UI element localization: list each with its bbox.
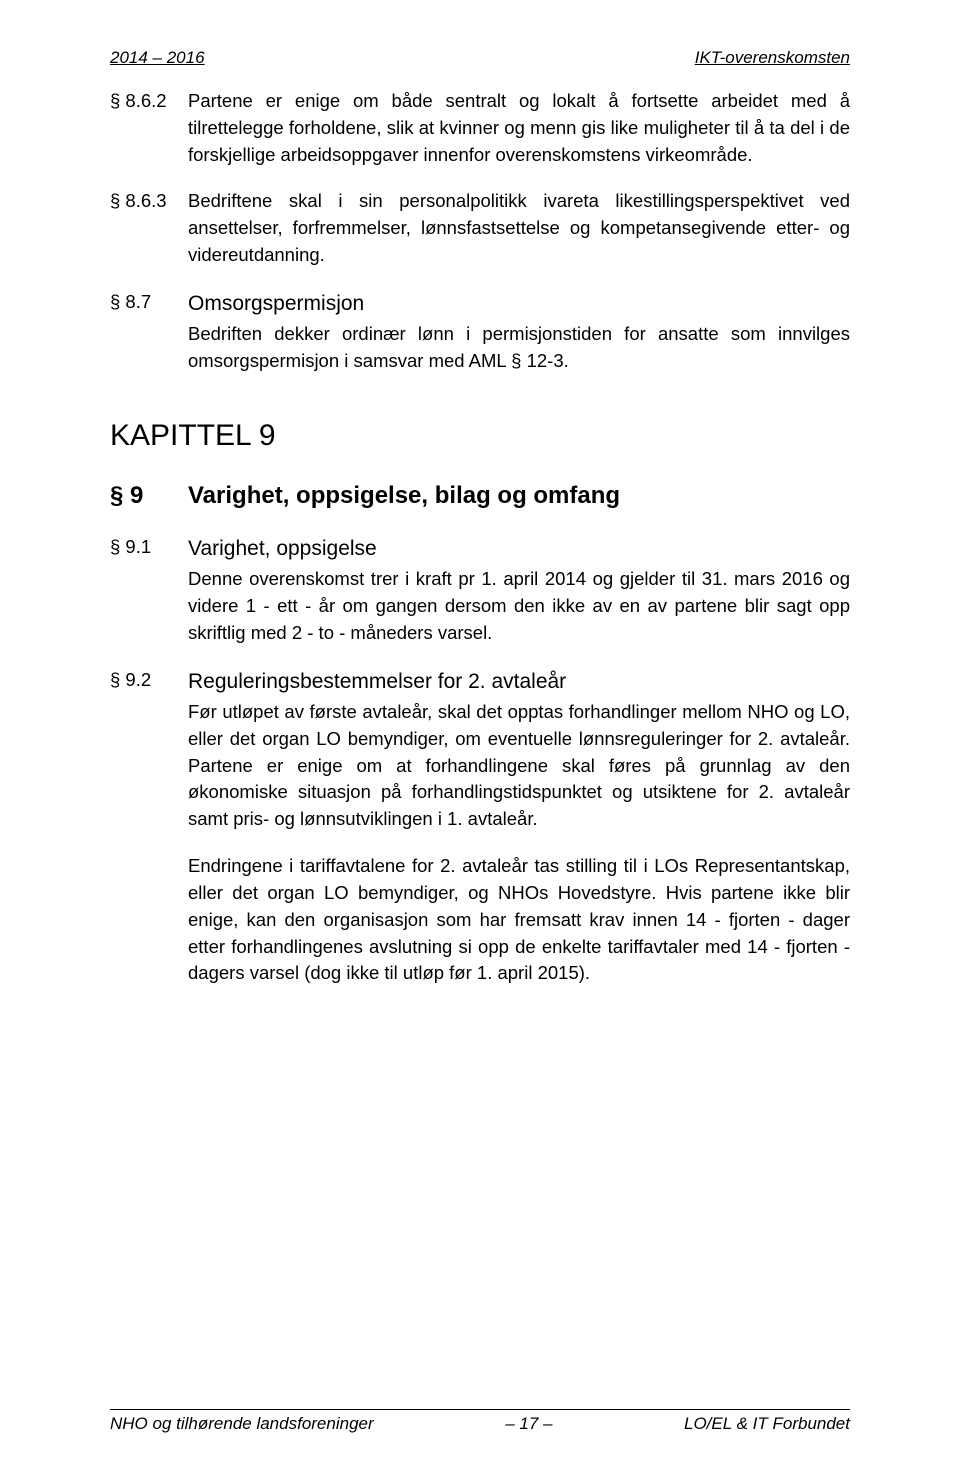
section-body: Reguleringsbestemmelser for 2. avtaleår …: [188, 667, 850, 834]
header-left: 2014 – 2016: [110, 48, 205, 68]
page-footer: NHO og tilhørende landsforeninger – 17 –…: [110, 1409, 850, 1434]
section-subhead: Omsorgspermisjon: [188, 289, 850, 319]
page-header: 2014 – 2016 IKT-overenskomsten: [110, 48, 850, 68]
section-subhead: Varighet, oppsigelse: [188, 534, 850, 564]
section-8-7: § 8.7 Omsorgspermisjon Bedriften dekker …: [110, 289, 850, 375]
footer-rule: [110, 1409, 850, 1410]
section-9-1: § 9.1 Varighet, oppsigelse Denne overens…: [110, 534, 850, 647]
section-body: Varighet, oppsigelse Denne overenskomst …: [188, 534, 850, 647]
footer-center: – 17 –: [505, 1414, 552, 1434]
section-8-6-2: § 8.6.2 Partene er enige om både sentral…: [110, 88, 850, 168]
chapter-title-row: § 9 Varighet, oppsigelse, bilag og omfan…: [110, 479, 850, 514]
section-label: § 9.2: [110, 667, 188, 694]
section-text: Bedriften dekker ordinær lønn i permisjo…: [188, 321, 850, 375]
section-9-2: § 9.2 Reguleringsbestemmelser for 2. avt…: [110, 667, 850, 834]
section-subhead: Reguleringsbestemmelser for 2. avtaleår: [188, 667, 850, 697]
section-label: § 8.6.2: [110, 88, 188, 115]
section-text: Før utløpet av første avtaleår, skal det…: [188, 699, 850, 833]
section-label: § 9.1: [110, 534, 188, 561]
chapter-heading: KAPITTEL 9: [110, 419, 850, 453]
section-9-2-para2: Endringene i tariffavtalene for 2. avtal…: [188, 853, 850, 987]
footer-left: NHO og tilhørende landsforeninger: [110, 1414, 374, 1434]
section-label: § 8.6.3: [110, 188, 188, 215]
chapter-title-label: § 9: [110, 479, 188, 514]
page: 2014 – 2016 IKT-overenskomsten § 8.6.2 P…: [0, 0, 960, 1482]
section-text: Denne overenskomst trer i kraft pr 1. ap…: [188, 566, 850, 646]
section-body: Bedriftene skal i sin personalpolitikk i…: [188, 188, 850, 268]
header-right: IKT-overenskomsten: [695, 48, 850, 68]
footer-right: LO/EL & IT Forbundet: [684, 1414, 850, 1434]
footer-row: NHO og tilhørende landsforeninger – 17 –…: [110, 1414, 850, 1434]
section-body: Partene er enige om både sentralt og lok…: [188, 88, 850, 168]
section-8-6-3: § 8.6.3 Bedriftene skal i sin personalpo…: [110, 188, 850, 268]
section-label: § 8.7: [110, 289, 188, 316]
chapter-title-text: Varighet, oppsigelse, bilag og omfang: [188, 479, 850, 514]
section-body: Omsorgspermisjon Bedriften dekker ordinæ…: [188, 289, 850, 375]
